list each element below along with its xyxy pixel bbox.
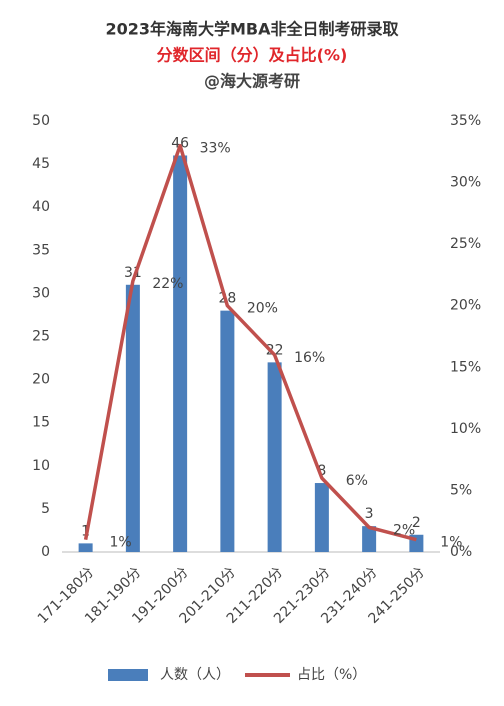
bar-value-label: 8 (317, 463, 326, 479)
y2-tick-label: 35% (450, 113, 481, 129)
line-value-label: 1% (110, 535, 132, 551)
y-tick-label: 0 (41, 544, 50, 560)
bar-value-label: 2 (412, 515, 421, 531)
y-tick-label: 30 (32, 285, 50, 301)
bar (125, 284, 140, 552)
chart-title: 2023年海南大学MBA非全日制考研录取 (105, 20, 398, 39)
bar (267, 362, 282, 552)
y-tick-label: 25 (32, 329, 50, 345)
bar (362, 526, 377, 552)
y2-tick-label: 20% (450, 298, 481, 314)
y-tick-label: 40 (32, 199, 50, 215)
bar (220, 310, 235, 552)
bar-value-label: 46 (171, 135, 189, 151)
bar (173, 155, 188, 553)
line-value-label: 22% (152, 276, 183, 292)
annotation: @海大源考研 (204, 72, 300, 91)
bar (78, 543, 93, 552)
y-tick-label: 20 (32, 372, 50, 388)
y2-tick-label: 10% (450, 421, 481, 437)
line-value-label: 1% (440, 535, 462, 551)
y2-tick-label: 25% (450, 236, 481, 252)
y2-tick-label: 0% (450, 544, 472, 560)
line-value-label: 6% (346, 473, 368, 489)
legend-label: 人数（人） (160, 667, 230, 683)
y2-tick-label: 5% (450, 482, 472, 498)
line-value-label: 20% (247, 301, 278, 317)
legend-label: 占比（%） (297, 667, 366, 683)
legend-swatch (108, 669, 148, 681)
line-value-label: 2% (393, 522, 415, 538)
y2-tick-label: 30% (450, 175, 481, 191)
bar-value-label: 22 (266, 342, 284, 358)
y-tick-label: 35 (32, 242, 50, 258)
line-value-label: 16% (294, 350, 325, 366)
y-tick-label: 10 (32, 458, 50, 474)
line (83, 143, 417, 542)
y-tick-label: 45 (32, 156, 50, 172)
line-value-label: 33% (200, 141, 231, 157)
bar-value-label: 3 (365, 506, 374, 522)
bar (314, 483, 329, 552)
y-tick-label: 50 (32, 113, 50, 129)
y-tick-label: 5 (41, 501, 50, 517)
chart-subtitle: 分数区间（分）及占比(%) (157, 46, 348, 65)
y2-tick-label: 15% (450, 359, 481, 375)
y-tick-label: 15 (32, 415, 50, 431)
